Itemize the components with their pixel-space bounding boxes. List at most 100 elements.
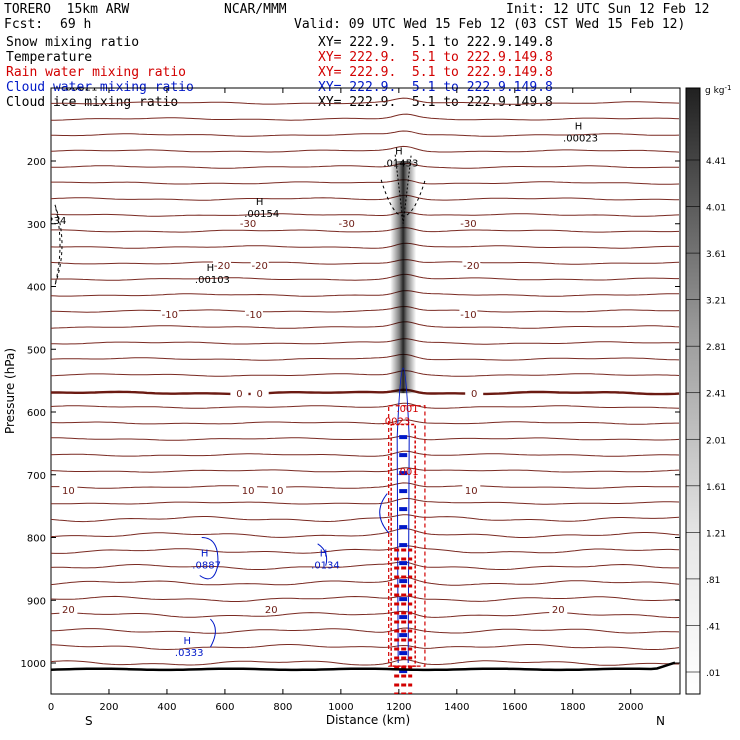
isotherm-label-bg [59, 484, 78, 495]
isotherm-label-bg [465, 387, 484, 398]
isotherm-label: -10 [460, 310, 476, 321]
isotherm-line [51, 514, 680, 523]
cloud-water-contour [209, 618, 216, 648]
y-tick-label: 900 [27, 596, 46, 607]
snow-contour [380, 179, 426, 217]
isotherm-label-bg [244, 308, 263, 319]
temperature-isotherms: -30 -30 -30 -20 -20 -20 -10 -10 -10 0 0 0 10 10 10 10 20… [51, 97, 680, 666]
max-marker: H [575, 122, 583, 133]
isotherm-line [51, 97, 680, 105]
colorbar [685, 87, 701, 695]
isotherm-label: 10 [271, 486, 284, 497]
x-tick-label: 1400 [444, 702, 469, 713]
axes: 0 200 400 600 800 1000 1200 1400 1600 1800 2000200… [21, 88, 680, 713]
isotherm-label-bg [268, 484, 287, 495]
legend-snow-name: Snow mixing ratio [6, 35, 140, 50]
colorbar-label: 2.41 [706, 390, 726, 400]
max-value: .00023 [563, 134, 598, 145]
legend-snow-xy: XY= 222.9. 5.1 to 222.9.149.8 [318, 35, 553, 50]
isotherm-line [51, 321, 680, 329]
isotherm-line [51, 211, 680, 217]
isotherm-line [51, 305, 680, 313]
isotherm-line [51, 561, 679, 570]
y-tick-label: 500 [27, 345, 46, 356]
north-label: N [656, 714, 665, 728]
init-time: Init: 12 UTC Sun 12 Feb 12 [506, 2, 710, 17]
isotherm-label-bg [462, 484, 481, 495]
field-maxima: H.00023H.01453H.00154H.00103H.0887H.0134… [51, 83, 598, 659]
isotherm-label: -30 [460, 219, 476, 230]
isotherm-line [51, 388, 680, 396]
isotherm-label: 0 [471, 389, 477, 400]
x-tick-label: 200 [99, 702, 118, 713]
cloud-water-contours [199, 367, 410, 674]
x-tick-label: 1800 [560, 702, 585, 713]
x-tick-label: 2000 [618, 702, 643, 713]
contour-label: .0023 [382, 417, 411, 428]
isotherm-label: 20 [265, 605, 278, 616]
contour-label: .00021 [62, 83, 97, 94]
south-label: S [85, 714, 93, 728]
isotherm-label: 10 [242, 486, 255, 497]
isotherm-label: -20 [252, 261, 268, 272]
isotherm-label-bg [262, 603, 281, 614]
isotherm-line [51, 402, 680, 409]
isotherm-label-bg [459, 308, 478, 319]
x-tick-label: 800 [273, 702, 292, 713]
cloud-water-contour [199, 537, 219, 580]
isotherm-label: 20 [62, 605, 75, 616]
colorbar-label: .41 [706, 622, 720, 632]
legend-temperature-name: Temperature [6, 50, 93, 65]
isotherm-line [51, 130, 680, 137]
isotherm-line [51, 162, 679, 169]
model-title: TORERO 15km ARW [4, 2, 130, 17]
forecast-label: Fcst: [4, 17, 44, 32]
isotherm-line [51, 595, 680, 602]
y-tick-label: 200 [27, 157, 46, 168]
y-tick-label: 800 [27, 534, 46, 545]
forecast-hour: 69 h [60, 17, 92, 32]
y-tick-label: 600 [27, 408, 46, 419]
contour-label: .001 [396, 467, 418, 478]
max-marker: H [183, 636, 191, 647]
x-tick-label: 0 [48, 702, 54, 713]
x-tick-label: 1000 [328, 702, 353, 713]
contour-label: .001 [396, 404, 418, 415]
isotherm-label-bg [230, 387, 249, 398]
isotherm-label: 0 [236, 389, 242, 400]
isotherm-label: 0 [257, 389, 263, 400]
isotherm-label-bg [59, 603, 78, 614]
isotherm-line [51, 659, 679, 666]
x-axis-label: Distance (km) [326, 713, 410, 727]
isotherm-label-bg [160, 308, 179, 319]
isotherm-line [51, 273, 679, 281]
x-tick-label: 1600 [502, 702, 527, 713]
isotherm-line [51, 194, 680, 201]
rain-contours [388, 405, 426, 694]
plot-frame [50, 87, 681, 695]
isotherm-label: -20 [463, 261, 479, 272]
isotherm-line [51, 497, 680, 505]
max-marker: H [395, 147, 403, 158]
y-tick-label: 300 [27, 220, 46, 231]
isotherm-label: 10 [62, 486, 75, 497]
isotherm-label: 10 [465, 486, 478, 497]
snow-shading [54, 154, 426, 394]
colorbar-label: .81 [706, 576, 720, 586]
isotherm-line [51, 545, 680, 554]
max-value: .0134 [311, 560, 340, 571]
colorbar-label: 3.21 [706, 297, 726, 307]
colorbar-label: 3.61 [706, 250, 726, 260]
isotherm-line [51, 227, 680, 233]
isotherm-line [51, 627, 680, 634]
ground-line [50, 661, 676, 672]
max-marker: H [256, 197, 264, 208]
isotherm-label-bg [337, 217, 356, 228]
isotherm-label-bg [462, 259, 481, 270]
isotherm-label-bg [459, 217, 478, 228]
y-axis-label: Pressure (hPa) [3, 348, 17, 434]
isotherm-line [51, 338, 679, 345]
isotherm-line [51, 467, 680, 473]
rain-contour [388, 405, 426, 667]
